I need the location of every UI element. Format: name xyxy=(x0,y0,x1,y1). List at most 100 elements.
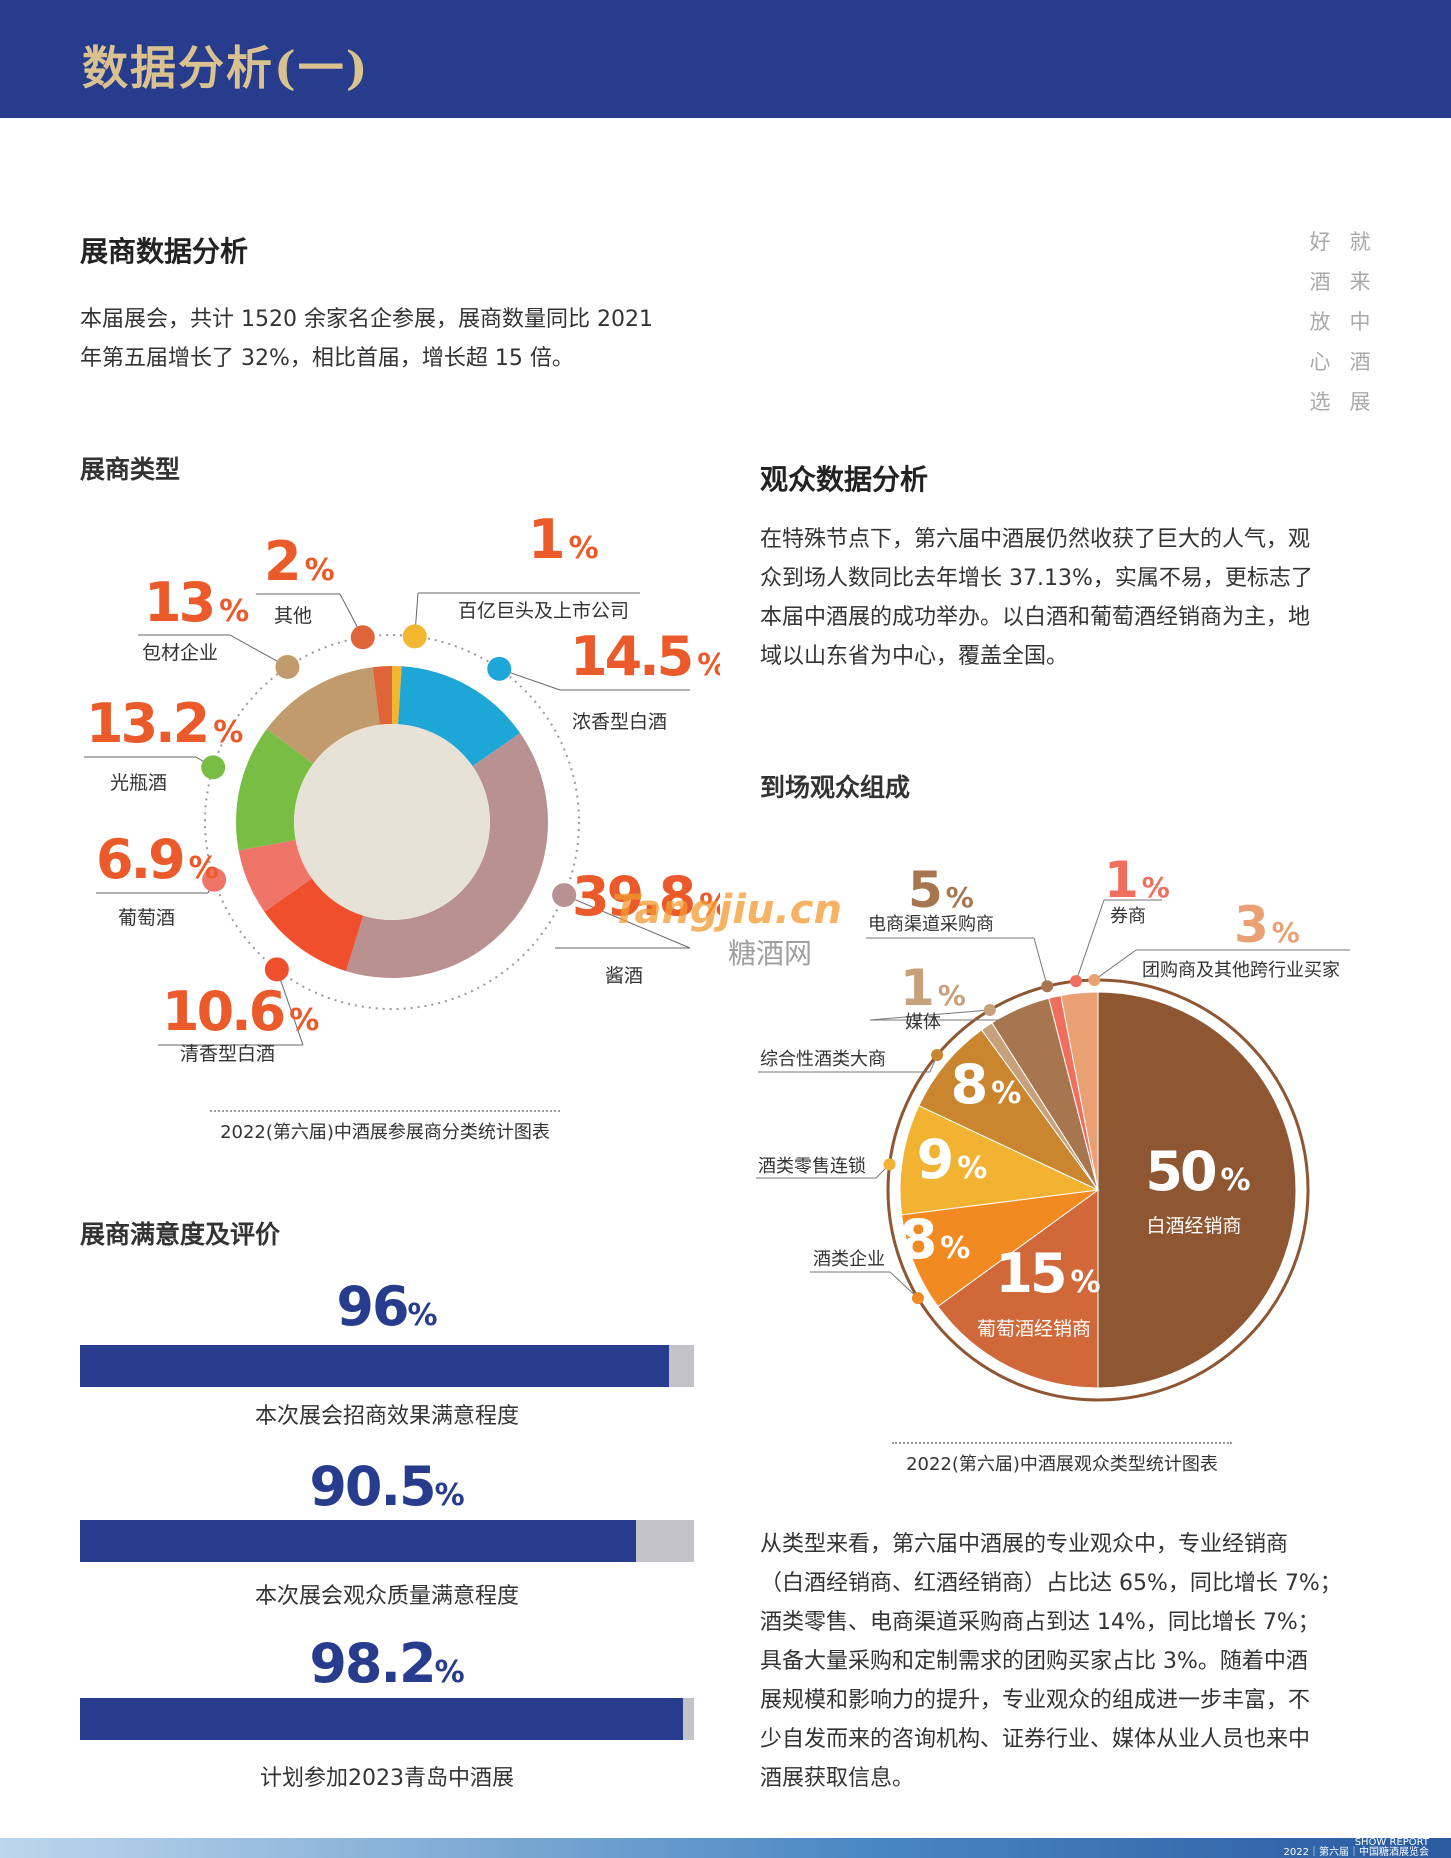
slogan-char: 中 xyxy=(1349,310,1371,334)
satisfaction-bar-track-3 xyxy=(80,1698,694,1740)
donut-value-label: 1% xyxy=(528,508,599,571)
pie-slice xyxy=(899,1105,1100,1216)
donut-value-label: 10.6% xyxy=(162,980,319,1043)
pie-value-label: 1% xyxy=(900,959,966,1017)
watermark-brand: Tangjiu.cn xyxy=(612,887,842,933)
donut-label-dot xyxy=(350,625,375,650)
pie-label-dot xyxy=(1088,974,1101,987)
audience-summary-line: （白酒经销商、红酒经销商）占比达 65%，同比增长 7%； xyxy=(760,1571,1342,1596)
satisfaction-value-3: 98.2% xyxy=(80,1632,694,1695)
donut-slice xyxy=(398,666,521,767)
donut-value-label: 13% xyxy=(144,571,249,634)
audience-summary-line: 酒展获取信息。 xyxy=(760,1766,915,1791)
donut-chart-caption: 2022(第六届)中酒展参展商分类统计图表 xyxy=(220,1122,550,1143)
audience-summary-line: 展规模和影响力的提升，专业观众的组成进一步丰富，不 xyxy=(760,1688,1311,1713)
pie-slice xyxy=(1097,991,1297,1389)
audience-intro-line: 在特殊节点下，第六届中酒展仍然收获了巨大的人气，观 xyxy=(760,527,1311,552)
pie-slice xyxy=(918,1029,1099,1191)
donut-label-dot xyxy=(201,755,226,780)
donut-slice xyxy=(264,878,364,972)
satisfaction-value-number: 90.5 xyxy=(309,1455,436,1518)
satisfaction-label-1: 本次展会招商效果满意程度 xyxy=(254,1404,519,1429)
donut-center xyxy=(294,724,490,920)
satisfaction-value-unit: % xyxy=(434,1655,465,1690)
pie-label-dot xyxy=(931,1049,944,1062)
slogan-char: 好 xyxy=(1309,230,1331,254)
donut-label-dot xyxy=(402,624,427,649)
donut-value-label: 2% xyxy=(264,530,335,593)
donut-category-label: 光瓶酒 xyxy=(110,772,167,794)
slogan-char: 选 xyxy=(1309,390,1331,414)
satisfaction-bar-fill-2 xyxy=(80,1520,636,1562)
pie-label-dot xyxy=(1041,980,1054,993)
audience-summary-line: 从类型来看，第六届中酒展的专业观众中，专业经销商 xyxy=(760,1532,1289,1557)
donut-label-dot xyxy=(275,654,300,679)
satisfaction-bar-track-2 xyxy=(80,1520,694,1562)
donut-leader-line xyxy=(563,894,691,949)
pie-chart-caption: 2022(第六届)中酒展观众类型统计图表 xyxy=(906,1454,1218,1475)
pie-category-label: 酒类零售连锁 xyxy=(758,1156,866,1177)
pie-leader-line xyxy=(889,1271,919,1299)
exhibitor-intro-line: 本届展会，共计 1520 余家名企参展，展商数量同比 2021 xyxy=(80,307,653,332)
exhibitor-intro: 本届展会，共计 1520 余家名企参展，展商数量同比 2021 年第五届增长了 … xyxy=(80,300,720,378)
satisfaction-value-unit: % xyxy=(434,1478,465,1513)
footer-text: SHOW REPORT 2022｜第六届｜中国糖酒展览会 xyxy=(1284,1838,1429,1858)
donut-dotted-ring xyxy=(204,634,580,1010)
donut-label-dot xyxy=(202,867,227,892)
pie-category-label: 酒类企业 xyxy=(813,1249,885,1270)
donut-label-dot xyxy=(487,656,512,681)
audience-summary-line: 少自发而来的咨询机构、证券行业、媒体从业人员也来中 xyxy=(760,1727,1311,1752)
audience-intro-line: 本届中酒展的成功举办。以白酒和葡萄酒经销商为主，地 xyxy=(760,605,1311,630)
donut-leader-line xyxy=(276,969,304,1046)
donut-category-label: 葡萄酒 xyxy=(118,907,175,929)
pie-leader-line xyxy=(1033,937,1048,987)
pie-slice xyxy=(901,1189,1099,1308)
donut-label-dot xyxy=(552,883,577,908)
pie-category-label: 媒体 xyxy=(905,1012,941,1033)
slogan-char: 酒 xyxy=(1349,350,1371,374)
donut-value-label: 13.2% xyxy=(86,692,243,755)
page-title: 数据分析(一) xyxy=(82,41,370,95)
satisfaction-title: 展商满意度及评价 xyxy=(80,1220,281,1249)
slogan-char: 来 xyxy=(1349,270,1371,294)
slogan-char: 放 xyxy=(1309,310,1331,334)
audience-summary: 从类型来看，第六届中酒展的专业观众中，专业经销商 （白酒经销商、红酒经销商）占比… xyxy=(760,1525,1420,1798)
donut-value-label: 6.9% xyxy=(96,828,219,891)
slogan-column-2: 就 来 中 酒 展 xyxy=(1348,222,1372,422)
exhibitor-types-title: 展商类型 xyxy=(80,455,181,484)
audience-summary-line: 酒类零售、电商渠道采购商占到达 14%，同比增长 7%； xyxy=(760,1610,1320,1635)
donut-category-label: 酱酒 xyxy=(605,965,643,987)
header-bar xyxy=(0,0,1451,118)
pie-category-label: 综合性酒类大商 xyxy=(760,1049,886,1070)
footer-strip xyxy=(0,1838,1451,1858)
satisfaction-bar-fill-1 xyxy=(80,1345,670,1387)
audience-intro: 在特殊节点下，第六届中酒展仍然收获了巨大的人气，观 众到场人数同比去年增长 37… xyxy=(760,520,1400,676)
pie-leader-line xyxy=(1075,899,1105,982)
footer-line-2: 2022｜第六届｜中国糖酒展览会 xyxy=(1283,1847,1429,1858)
pie-label-dot xyxy=(911,1292,924,1305)
pie-slice xyxy=(1060,991,1099,1191)
slogan-column-1: 好 酒 放 心 选 xyxy=(1308,222,1332,422)
exhibitor-intro-line: 年第五届增长了 32%，相比首届，增长超 15 倍。 xyxy=(80,346,574,371)
donut-label-dot xyxy=(264,957,289,982)
slogan-char: 心 xyxy=(1309,350,1331,374)
pie-category-label: 葡萄酒经销商 xyxy=(977,1318,1091,1340)
donut-slice xyxy=(372,666,392,725)
slogan-char: 就 xyxy=(1349,230,1371,254)
satisfaction-value-2: 90.5% xyxy=(80,1455,694,1518)
pie-label-dot xyxy=(883,1158,896,1171)
pie-category-label: 电商渠道采购商 xyxy=(868,914,994,935)
donut-category-label: 百亿巨头及上市公司 xyxy=(458,600,629,622)
audience-summary-line: 具备大量采购和定制需求的团购买家占比 3%。随着中酒 xyxy=(760,1649,1308,1674)
audience-composition-title: 到场观众组成 xyxy=(760,773,911,802)
footer-line-1: SHOW REPORT xyxy=(1354,1837,1429,1848)
slogan-char: 酒 xyxy=(1309,270,1331,294)
donut-slice xyxy=(392,666,402,725)
pie-leader-line xyxy=(869,1009,990,1021)
exhibitor-type-donut-chart: 1%百亿巨头及上市公司14.5%浓香型白酒39.8%酱酒10.6%清香型白酒6.… xyxy=(84,508,720,1065)
slogan-char: 展 xyxy=(1349,390,1371,414)
audience-section-title: 观众数据分析 xyxy=(760,463,929,496)
donut-category-label: 浓香型白酒 xyxy=(572,711,667,733)
donut-slice xyxy=(266,667,380,764)
watermark-cn: 糖酒网 xyxy=(728,937,813,970)
